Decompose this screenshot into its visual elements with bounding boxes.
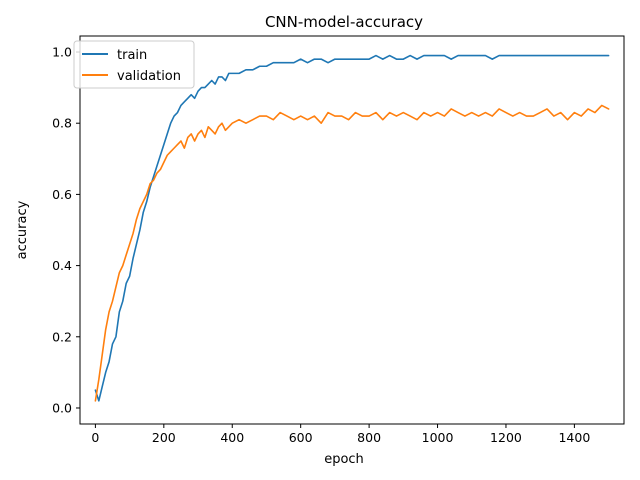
x-tick-label: 1000: [422, 430, 454, 445]
y-tick-label: 0.2: [52, 329, 72, 344]
y-tick-label: 0.4: [52, 258, 72, 273]
x-tick-label: 400: [220, 430, 244, 445]
legend-box: [73, 40, 195, 89]
axes: 0 200 400 600 800 1000 1200 1400 0.0 0.2 0.4 0.6 0.8…: [52, 35, 625, 445]
x-tick-label: 200: [152, 430, 176, 445]
x-tick-label: 0: [91, 430, 99, 445]
y-tick-label: 1.0: [52, 45, 72, 60]
y-tick-label: 0.6: [52, 187, 72, 202]
y-axis-label: accuracy: [15, 200, 30, 259]
chart-title: CNN-model-accuracy: [265, 13, 423, 31]
x-tick-label: 800: [357, 430, 381, 445]
plot-area: [94, 54, 610, 402]
axes-frame: [79, 35, 625, 425]
series-line-validation: [94, 104, 610, 402]
x-axis-label: epoch: [324, 452, 364, 467]
x-tick-label: 1400: [558, 430, 590, 445]
y-tick-label: 0.8: [52, 116, 72, 131]
x-tick-label: 1200: [490, 430, 522, 445]
legend-validation-label: validation: [117, 69, 181, 84]
y-tick-label: 0.0: [52, 400, 72, 415]
legend-train-label: train: [117, 48, 147, 63]
x-tick-label: 600: [289, 430, 313, 445]
legend: train validation: [73, 40, 195, 89]
series-line-train: [94, 54, 610, 402]
